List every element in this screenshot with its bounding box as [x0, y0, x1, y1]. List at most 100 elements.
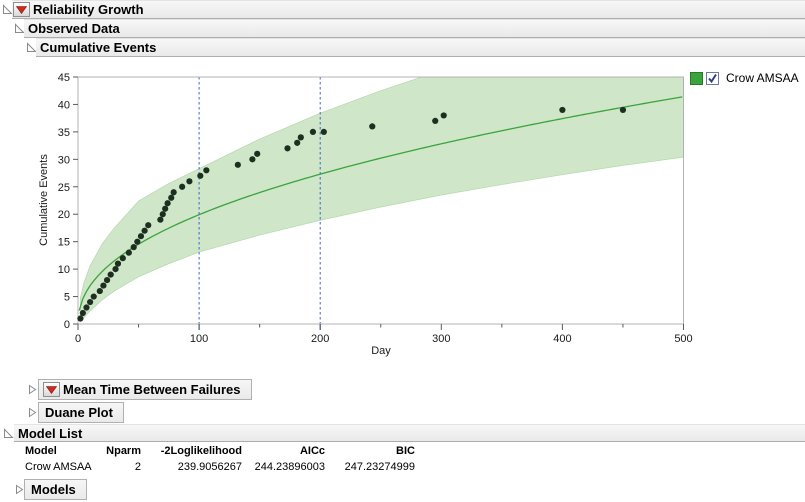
data-point[interactable]	[186, 178, 193, 185]
y-tick-label: 45	[58, 72, 70, 84]
red-triangle-menu-button[interactable]	[43, 382, 60, 397]
section-title: Mean Time Between Failures	[63, 382, 241, 397]
col-header-loglik: -2Loglikelihood	[160, 445, 242, 457]
y-tick-label: 35	[58, 127, 70, 139]
check-icon	[708, 73, 717, 83]
disclosure-open-icon[interactable]	[2, 4, 13, 15]
cell-bic: 247.23274999	[344, 461, 415, 473]
data-point[interactable]	[87, 298, 94, 306]
data-point[interactable]	[77, 315, 84, 322]
disclosure-collapsed-icon[interactable]	[14, 484, 25, 495]
data-point[interactable]	[130, 244, 137, 251]
data-point[interactable]	[284, 145, 291, 152]
data-point[interactable]	[103, 276, 111, 284]
x-tick-label: 400	[553, 333, 571, 345]
outline-bar-cumulative-events[interactable]: Cumulative Events	[36, 38, 805, 57]
data-point[interactable]	[137, 233, 145, 240]
col-header-nparm: Nparm	[106, 445, 141, 457]
x-tick-label: 0	[75, 333, 81, 345]
cell-aicc: 244.23896003	[254, 461, 325, 473]
legend-label: Crow AMSAA	[726, 71, 799, 85]
x-tick-label: 500	[674, 333, 692, 345]
data-point[interactable]	[297, 134, 304, 141]
confidence-band	[80, 77, 684, 323]
data-point[interactable]	[320, 128, 327, 135]
data-point[interactable]	[440, 112, 447, 119]
data-point[interactable]	[79, 309, 86, 317]
y-tick-label: 10	[58, 264, 70, 276]
data-point[interactable]	[254, 150, 261, 157]
cell-loglik: 239.9056267	[177, 461, 242, 473]
data-point[interactable]	[145, 222, 152, 229]
data-point[interactable]	[197, 172, 204, 179]
y-tick-label: 40	[58, 99, 70, 111]
data-point[interactable]	[432, 117, 439, 125]
data-point[interactable]	[249, 156, 256, 163]
outline-box-duane-plot[interactable]: Duane Plot	[38, 402, 124, 423]
outline-bar-model-list[interactable]: Model List	[14, 424, 805, 442]
outline-bar-reliability-growth[interactable]: Reliability Growth	[12, 0, 805, 19]
data-point[interactable]	[170, 189, 177, 196]
data-point[interactable]	[107, 271, 114, 278]
y-axis-title: Cumulative Events	[38, 154, 50, 246]
cumulative-events-plot[interactable]: 0 5 10 15 20 25 30 35 40 45 0 100 200 300 400 500	[0, 0, 805, 375]
fit-line	[78, 96, 683, 311]
data-point[interactable]	[90, 293, 97, 300]
legend-checkbox[interactable]	[706, 71, 719, 85]
cell-model: Crow AMSAA	[25, 461, 92, 473]
outline-box-models[interactable]: Models	[24, 479, 87, 500]
data-point[interactable]	[100, 282, 107, 289]
data-point[interactable]	[114, 260, 122, 267]
x-axis-title: Day	[371, 345, 391, 357]
data-point[interactable]	[159, 211, 166, 218]
disclosure-open-icon[interactable]	[26, 42, 37, 53]
y-tick-label: 15	[58, 237, 70, 249]
data-point[interactable]	[203, 167, 210, 174]
outline-bar-observed-data[interactable]: Observed Data	[24, 19, 805, 38]
x-tick-label: 300	[432, 333, 450, 345]
section-title: Cumulative Events	[40, 40, 157, 55]
red-triangle-menu-button[interactable]	[13, 2, 30, 17]
data-point[interactable]	[294, 139, 301, 146]
data-point[interactable]	[119, 255, 126, 262]
data-point[interactable]	[125, 249, 132, 256]
disclosure-open-icon[interactable]	[14, 23, 25, 34]
red-triangle-icon	[16, 5, 27, 14]
data-point[interactable]	[96, 287, 103, 295]
data-point[interactable]	[309, 128, 317, 135]
data-point[interactable]	[112, 266, 119, 273]
data-point[interactable]	[157, 216, 164, 223]
data-point[interactable]	[83, 304, 90, 311]
data-point[interactable]	[179, 183, 186, 190]
disclosure-collapsed-icon[interactable]	[27, 407, 38, 418]
y-tick-label: 5	[64, 292, 70, 304]
col-header-model: Model	[25, 445, 57, 457]
y-tick-label: 0	[64, 319, 70, 331]
data-point[interactable]	[619, 106, 627, 114]
outline-box-mtbf[interactable]: Mean Time Between Failures	[38, 379, 252, 400]
data-point[interactable]	[164, 200, 171, 207]
x-tick-label: 100	[190, 333, 208, 345]
col-header-aicc: AICc	[299, 445, 325, 457]
section-title: Model List	[18, 425, 83, 441]
plot-legend: Crow AMSAA	[690, 71, 799, 85]
section-title: Duane Plot	[45, 405, 113, 420]
legend-swatch[interactable]	[690, 71, 703, 85]
data-point[interactable]	[168, 194, 175, 201]
data-point[interactable]	[234, 161, 241, 168]
section-title: Observed Data	[28, 21, 120, 36]
data-point[interactable]	[141, 227, 148, 234]
data-point[interactable]	[559, 106, 566, 114]
y-tick-label: 25	[58, 182, 70, 194]
data-point[interactable]	[134, 238, 141, 245]
disclosure-open-icon[interactable]	[3, 428, 14, 439]
red-triangle-icon	[46, 385, 57, 394]
x-tick-label: 200	[311, 333, 329, 345]
data-point[interactable]	[162, 205, 169, 212]
disclosure-collapsed-icon[interactable]	[27, 384, 38, 395]
col-header-bic: BIC	[396, 445, 415, 457]
section-title: Models	[31, 482, 76, 497]
y-tick-label: 20	[58, 209, 70, 221]
data-point[interactable]	[369, 123, 376, 130]
